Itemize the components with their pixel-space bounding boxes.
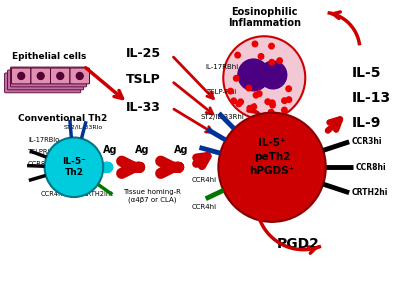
Text: CRTH2int: CRTH2int bbox=[83, 191, 114, 197]
Circle shape bbox=[269, 43, 274, 49]
Text: IL-13: IL-13 bbox=[352, 91, 391, 105]
Text: CCR8lo: CCR8lo bbox=[28, 161, 52, 167]
Text: ST2/IL-33Rlo: ST2/IL-33Rlo bbox=[64, 124, 103, 129]
Text: Eosinophilic
Inflammation: Eosinophilic Inflammation bbox=[228, 7, 301, 28]
Circle shape bbox=[270, 100, 275, 105]
Circle shape bbox=[223, 36, 305, 120]
Text: IL-33: IL-33 bbox=[126, 101, 160, 114]
Circle shape bbox=[286, 97, 292, 102]
Text: CCR8hi: CCR8hi bbox=[356, 163, 387, 172]
Circle shape bbox=[265, 99, 270, 105]
Text: CCR3hi: CCR3hi bbox=[352, 137, 382, 146]
Text: IL-5⁺
peTh2
hPGDS⁺: IL-5⁺ peTh2 hPGDS⁺ bbox=[250, 138, 295, 176]
Circle shape bbox=[277, 58, 282, 64]
Circle shape bbox=[259, 61, 287, 89]
Text: Epithelial cells: Epithelial cells bbox=[12, 52, 87, 61]
Circle shape bbox=[235, 52, 240, 58]
Text: IL-25: IL-25 bbox=[126, 47, 161, 60]
Circle shape bbox=[76, 72, 83, 79]
Circle shape bbox=[252, 41, 258, 47]
Text: TSLP-Rhi: TSLP-Rhi bbox=[206, 89, 236, 95]
Text: Ag: Ag bbox=[174, 145, 188, 155]
Text: Tissue homing-R
(α4β7 or CLA): Tissue homing-R (α4β7 or CLA) bbox=[123, 189, 181, 203]
Circle shape bbox=[236, 101, 242, 107]
FancyBboxPatch shape bbox=[50, 68, 70, 84]
Text: IL-5: IL-5 bbox=[352, 66, 382, 80]
FancyBboxPatch shape bbox=[10, 67, 87, 87]
Circle shape bbox=[234, 75, 239, 81]
Circle shape bbox=[268, 109, 274, 115]
Circle shape bbox=[269, 59, 274, 65]
Text: CCR4hi: CCR4hi bbox=[191, 204, 216, 210]
FancyBboxPatch shape bbox=[31, 68, 50, 84]
Text: CCR4hi: CCR4hi bbox=[40, 191, 64, 197]
Text: IL-9: IL-9 bbox=[352, 116, 382, 129]
Circle shape bbox=[247, 105, 252, 111]
Circle shape bbox=[238, 99, 243, 105]
Text: CRTH2hi: CRTH2hi bbox=[352, 188, 388, 197]
Text: Ag: Ag bbox=[103, 145, 117, 155]
Text: CCR4hi: CCR4hi bbox=[191, 177, 216, 183]
Circle shape bbox=[238, 59, 269, 91]
Text: TSLP: TSLP bbox=[126, 73, 160, 86]
Text: TSLPRlo: TSLPRlo bbox=[28, 149, 54, 155]
Text: IL-17RBlo: IL-17RBlo bbox=[28, 138, 59, 143]
Circle shape bbox=[37, 72, 44, 79]
Circle shape bbox=[282, 107, 287, 113]
Circle shape bbox=[253, 92, 259, 98]
FancyBboxPatch shape bbox=[12, 68, 31, 84]
FancyBboxPatch shape bbox=[70, 68, 90, 84]
Text: IL-17RBhi: IL-17RBhi bbox=[206, 64, 239, 70]
Circle shape bbox=[286, 86, 291, 91]
Circle shape bbox=[57, 72, 64, 79]
Circle shape bbox=[218, 113, 326, 222]
Circle shape bbox=[18, 72, 25, 79]
Circle shape bbox=[270, 102, 275, 108]
Circle shape bbox=[258, 54, 264, 59]
Text: Conventional Th2: Conventional Th2 bbox=[18, 113, 108, 123]
Text: IL-5⁻
Th2: IL-5⁻ Th2 bbox=[62, 157, 86, 177]
Circle shape bbox=[228, 88, 233, 94]
Circle shape bbox=[246, 85, 252, 91]
Text: ST2/IL-33Rhi: ST2/IL-33Rhi bbox=[201, 114, 245, 120]
Circle shape bbox=[251, 104, 256, 110]
Text: Ag: Ag bbox=[135, 145, 150, 155]
FancyBboxPatch shape bbox=[4, 73, 81, 93]
Circle shape bbox=[45, 138, 103, 197]
Circle shape bbox=[282, 98, 287, 103]
Circle shape bbox=[256, 91, 262, 97]
Circle shape bbox=[231, 98, 236, 104]
FancyBboxPatch shape bbox=[8, 70, 84, 90]
Text: PGD2: PGD2 bbox=[277, 237, 320, 251]
